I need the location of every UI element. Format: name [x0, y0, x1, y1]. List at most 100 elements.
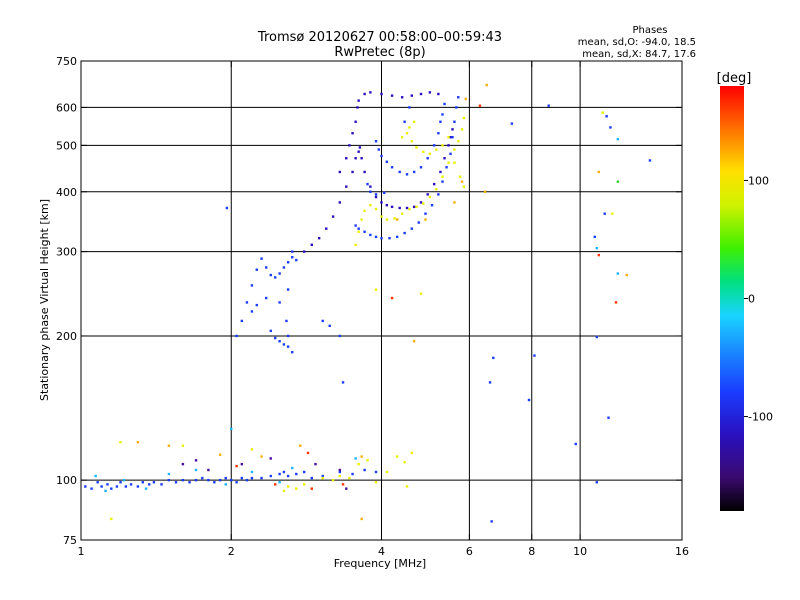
data-point	[269, 329, 272, 333]
data-point	[424, 212, 427, 215]
data-point	[207, 478, 210, 482]
y-tick-label: 300	[56, 246, 77, 259]
data-point	[255, 303, 258, 307]
data-point	[595, 246, 599, 250]
data-point	[398, 170, 401, 174]
data-point	[369, 185, 372, 188]
stats-o-line: mean, sd,O: -94.0, 18.5	[578, 37, 696, 48]
data-point	[302, 483, 306, 486]
data-point	[625, 273, 628, 277]
data-point	[345, 487, 348, 490]
data-point	[408, 106, 411, 109]
data-point	[357, 99, 360, 102]
data-point	[224, 476, 227, 480]
x-tick-label: 2	[228, 545, 235, 558]
data-point	[269, 457, 272, 460]
data-point	[380, 154, 383, 158]
data-point	[374, 193, 378, 196]
data-point	[321, 476, 324, 480]
data-point	[314, 462, 317, 466]
data-point	[354, 120, 357, 123]
data-point	[291, 466, 294, 470]
data-point	[119, 481, 122, 484]
data-point	[167, 472, 171, 476]
data-point	[96, 481, 99, 484]
data-point	[354, 157, 357, 160]
data-point	[291, 250, 294, 253]
data-point	[218, 453, 222, 456]
data-point	[286, 334, 290, 338]
data-point	[358, 146, 362, 149]
x-tick-label: 4	[378, 545, 385, 558]
data-point	[445, 166, 448, 169]
data-point	[338, 470, 342, 474]
data-point	[282, 343, 286, 346]
data-point	[194, 478, 198, 482]
data-point	[291, 350, 294, 354]
colorbar-tick-label: 0	[748, 293, 755, 306]
data-point	[441, 144, 444, 147]
data-point	[437, 92, 440, 96]
data-point	[201, 476, 204, 480]
data-point	[278, 301, 281, 304]
data-point	[432, 144, 436, 147]
data-point	[310, 487, 313, 490]
data-point	[317, 236, 321, 240]
data-point	[230, 427, 233, 431]
data-point	[410, 140, 413, 143]
data-point	[441, 175, 444, 178]
data-point	[415, 146, 418, 149]
data-point	[338, 334, 342, 338]
data-point	[286, 261, 290, 264]
data-point	[412, 205, 416, 209]
data-point	[419, 92, 423, 96]
data-point	[188, 481, 191, 484]
data-point	[363, 209, 366, 213]
data-point	[607, 416, 610, 419]
data-point	[412, 170, 416, 174]
x-tick-label: 8	[528, 545, 535, 558]
data-point	[462, 185, 466, 188]
data-point	[167, 444, 171, 447]
data-point	[439, 120, 442, 123]
data-point	[250, 470, 254, 474]
data-point	[260, 455, 263, 458]
data-point	[408, 207, 411, 211]
data-point	[338, 468, 342, 472]
data-point	[492, 356, 495, 360]
data-point	[395, 235, 399, 239]
data-point	[360, 218, 363, 221]
y-tick-label: 200	[56, 330, 77, 343]
data-point	[410, 94, 413, 97]
data-point	[286, 288, 290, 291]
data-point	[403, 461, 406, 464]
data-point	[129, 483, 133, 486]
data-point	[464, 97, 467, 101]
data-point	[174, 481, 178, 484]
colorbar-tick-label: 100	[748, 174, 769, 187]
data-point	[380, 92, 383, 96]
data-point	[455, 106, 458, 109]
data-point	[119, 441, 122, 444]
data-point	[363, 230, 366, 233]
data-point	[325, 227, 328, 230]
data-point	[250, 284, 254, 287]
stats-heading: Phases	[632, 25, 667, 36]
data-point	[374, 195, 378, 199]
data-point	[385, 203, 389, 207]
data-point	[453, 148, 456, 151]
data-point	[278, 481, 281, 484]
data-point	[393, 217, 396, 220]
data-point	[460, 180, 464, 183]
data-point	[260, 257, 263, 260]
data-point	[605, 115, 608, 118]
data-point	[328, 324, 331, 328]
data-point	[390, 205, 394, 209]
data-point	[601, 111, 604, 114]
data-point	[424, 218, 427, 221]
data-point	[321, 319, 324, 323]
data-point	[310, 476, 313, 480]
data-point	[400, 96, 404, 99]
data-point	[595, 335, 599, 339]
data-point	[250, 310, 254, 313]
